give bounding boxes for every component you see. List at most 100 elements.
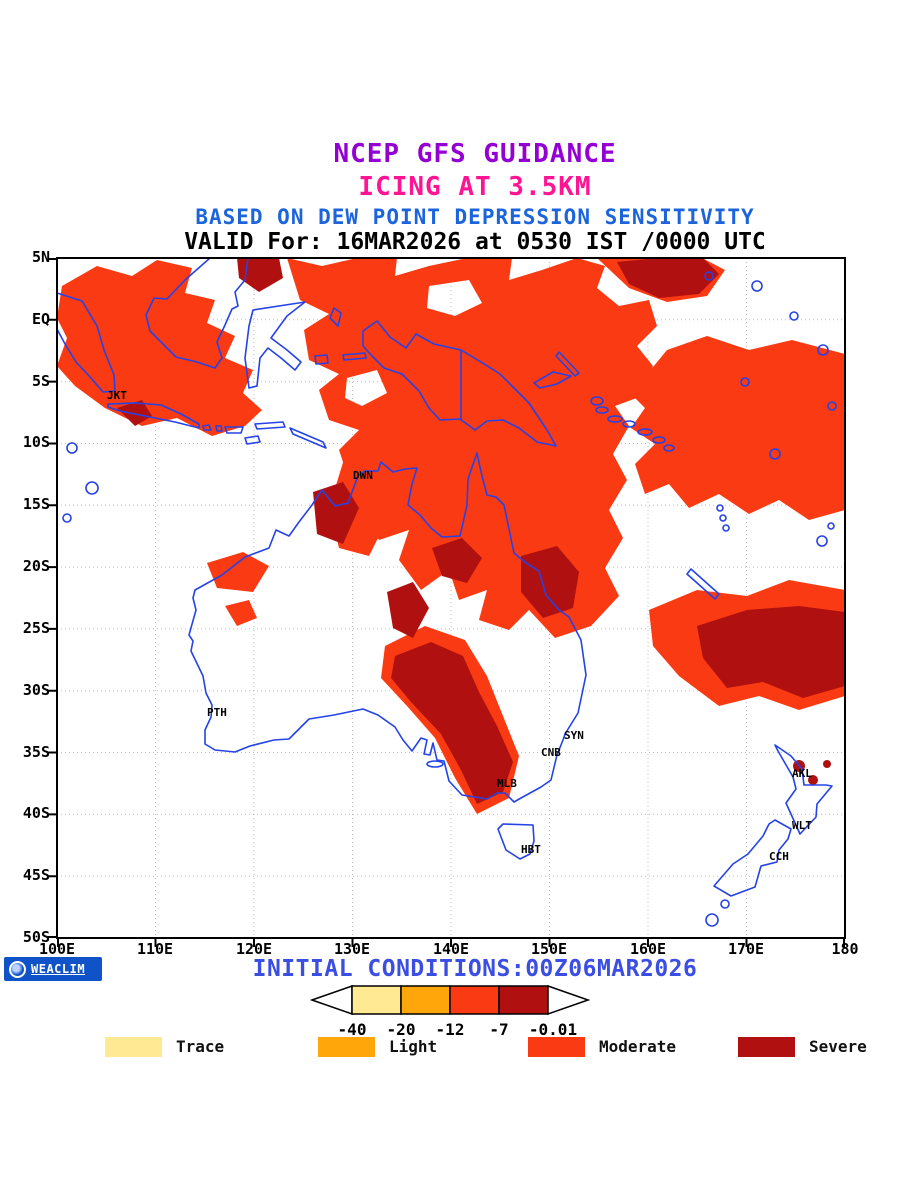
legend-swatch-trace xyxy=(105,1037,162,1057)
x-axis-label: 120E xyxy=(235,940,273,958)
legend-label-severe: Severe xyxy=(809,1037,867,1056)
severe-region-top-left xyxy=(237,258,283,292)
coast-lesser-sunda xyxy=(202,421,327,449)
colorbar-tick-label: -40 xyxy=(338,1020,367,1039)
coastlines xyxy=(56,257,837,927)
legend-label-moderate: Moderate xyxy=(599,1037,677,1056)
colorbar-tick-label: -20 xyxy=(387,1020,416,1039)
y-axis-label: 50S xyxy=(22,928,50,946)
y-axis-label: 5S xyxy=(31,372,50,390)
station-label: HBT xyxy=(521,843,541,856)
colorbar-cell-trace xyxy=(351,985,402,1015)
x-axis-label: 100E xyxy=(38,940,76,958)
station-labels: JKT DWN PTH SYN CNB MLB HBT AKL WLT CCH xyxy=(107,389,812,863)
severe-region-java xyxy=(117,400,152,426)
station-label: CCH xyxy=(769,850,789,863)
legend-label-trace: Trace xyxy=(176,1037,225,1056)
x-axis-label: 130E xyxy=(333,940,371,958)
small-island-contours xyxy=(62,271,837,927)
moderate-region-pilbara xyxy=(207,552,269,592)
station-label: SYN xyxy=(564,729,584,742)
map-svg: JKT DWN PTH SYN CNB MLB HBT AKL WLT CCH xyxy=(48,257,846,947)
y-axis-label: 35S xyxy=(22,743,50,761)
coast-fiji xyxy=(816,522,835,547)
severe-region-interior xyxy=(387,582,429,638)
icing-severe-layer xyxy=(117,258,845,804)
moderate-region-northwest xyxy=(57,260,262,436)
y-axis-label: 30S xyxy=(22,681,50,699)
coast-new-guinea xyxy=(362,320,557,447)
axis-ticks xyxy=(48,258,845,947)
y-axis-label: 15S xyxy=(22,495,50,513)
severe-region-southeast xyxy=(697,606,845,698)
severe-region-queensland xyxy=(521,546,579,618)
map-frame: JKT DWN PTH SYN CNB MLB HBT AKL WLT CCH xyxy=(48,257,846,947)
colorbar-tick-label: -0.01 xyxy=(529,1020,577,1039)
colorbar-right-arrow xyxy=(547,985,590,1016)
station-label: MLB xyxy=(497,777,517,790)
weaclim-logo: WEACLIM xyxy=(4,957,102,981)
title-method: BASED ON DEW POINT DEPRESSION SENSITIVIT… xyxy=(195,205,755,229)
station-label: AKL xyxy=(792,767,812,780)
coast-nz-south xyxy=(713,819,792,897)
y-axis-label: 45S xyxy=(22,866,50,884)
severe-region-gulf xyxy=(432,538,482,583)
y-axis-label: 20S xyxy=(22,557,50,575)
coast-vanuatu xyxy=(716,504,730,532)
severe-region-nt xyxy=(313,482,359,544)
legend-item-trace: Trace xyxy=(105,1037,224,1057)
coast-tasmania xyxy=(497,823,535,860)
x-axis-label: 170E xyxy=(727,940,765,958)
colorbar-cell-light xyxy=(400,985,451,1015)
y-axis-label: 40S xyxy=(22,804,50,822)
title-product: ICING AT 3.5KM xyxy=(358,172,592,202)
station-label: WLT xyxy=(792,819,812,832)
coast-sulawesi xyxy=(244,301,306,389)
y-axis-label: 5N xyxy=(31,248,50,266)
x-axis-ticks xyxy=(57,938,845,947)
weaclim-logo-icon xyxy=(9,960,26,978)
initial-conditions-text: INITIAL CONDITIONS:00Z06MAR2026 xyxy=(252,956,698,982)
colorbar-left-arrow xyxy=(310,985,353,1016)
colorbar-tick-label: -12 xyxy=(436,1020,465,1039)
legend-swatch-severe xyxy=(738,1037,795,1057)
colorbar-cell-severe xyxy=(498,985,549,1015)
moderate-region-east xyxy=(625,336,845,520)
coast-australia xyxy=(188,452,587,803)
station-label: JKT xyxy=(107,389,127,402)
moderate-region-central xyxy=(287,258,657,638)
coast-kangaroo-island xyxy=(426,760,444,768)
station-label: CNB xyxy=(541,746,561,759)
colorbar: -40 -20 -12 -7 -0.01 xyxy=(310,985,590,1039)
coast-java xyxy=(107,402,200,429)
colorbar-cell-moderate xyxy=(449,985,500,1015)
title-model: NCEP GFS GUIDANCE xyxy=(333,139,617,169)
legend-item-light: Light xyxy=(318,1037,437,1057)
coast-new-britain xyxy=(533,351,580,389)
x-axis-label: 140E xyxy=(432,940,470,958)
y-axis-label: 10S xyxy=(22,433,50,451)
coast-solomons xyxy=(595,406,675,452)
severe-dot-nz-2 xyxy=(808,775,818,785)
x-axis-label: 160E xyxy=(629,940,667,958)
coast-stewart-island xyxy=(720,899,730,909)
y-axis-label: EQ xyxy=(31,310,50,328)
legend-swatch-light xyxy=(318,1037,375,1057)
severe-region-top-center xyxy=(617,258,719,298)
legend-swatch-moderate xyxy=(528,1037,585,1057)
y-axis-ticks xyxy=(48,258,57,938)
moderate-region-wa-small xyxy=(225,600,257,626)
x-axis-label: 110E xyxy=(136,940,174,958)
x-axis-label: 150E xyxy=(530,940,568,958)
severe-dot-nz-3 xyxy=(823,760,831,768)
coast-bougainville xyxy=(590,396,604,406)
legend-item-severe: Severe xyxy=(738,1037,867,1057)
legend-label-light: Light xyxy=(389,1037,438,1056)
station-label: DWN xyxy=(353,469,373,482)
coast-new-caledonia xyxy=(686,568,720,600)
weaclim-logo-text: WEACLIM xyxy=(31,962,86,976)
coast-sumatra xyxy=(56,292,116,393)
station-label: PTH xyxy=(207,706,227,719)
coast-maluku xyxy=(314,307,367,365)
